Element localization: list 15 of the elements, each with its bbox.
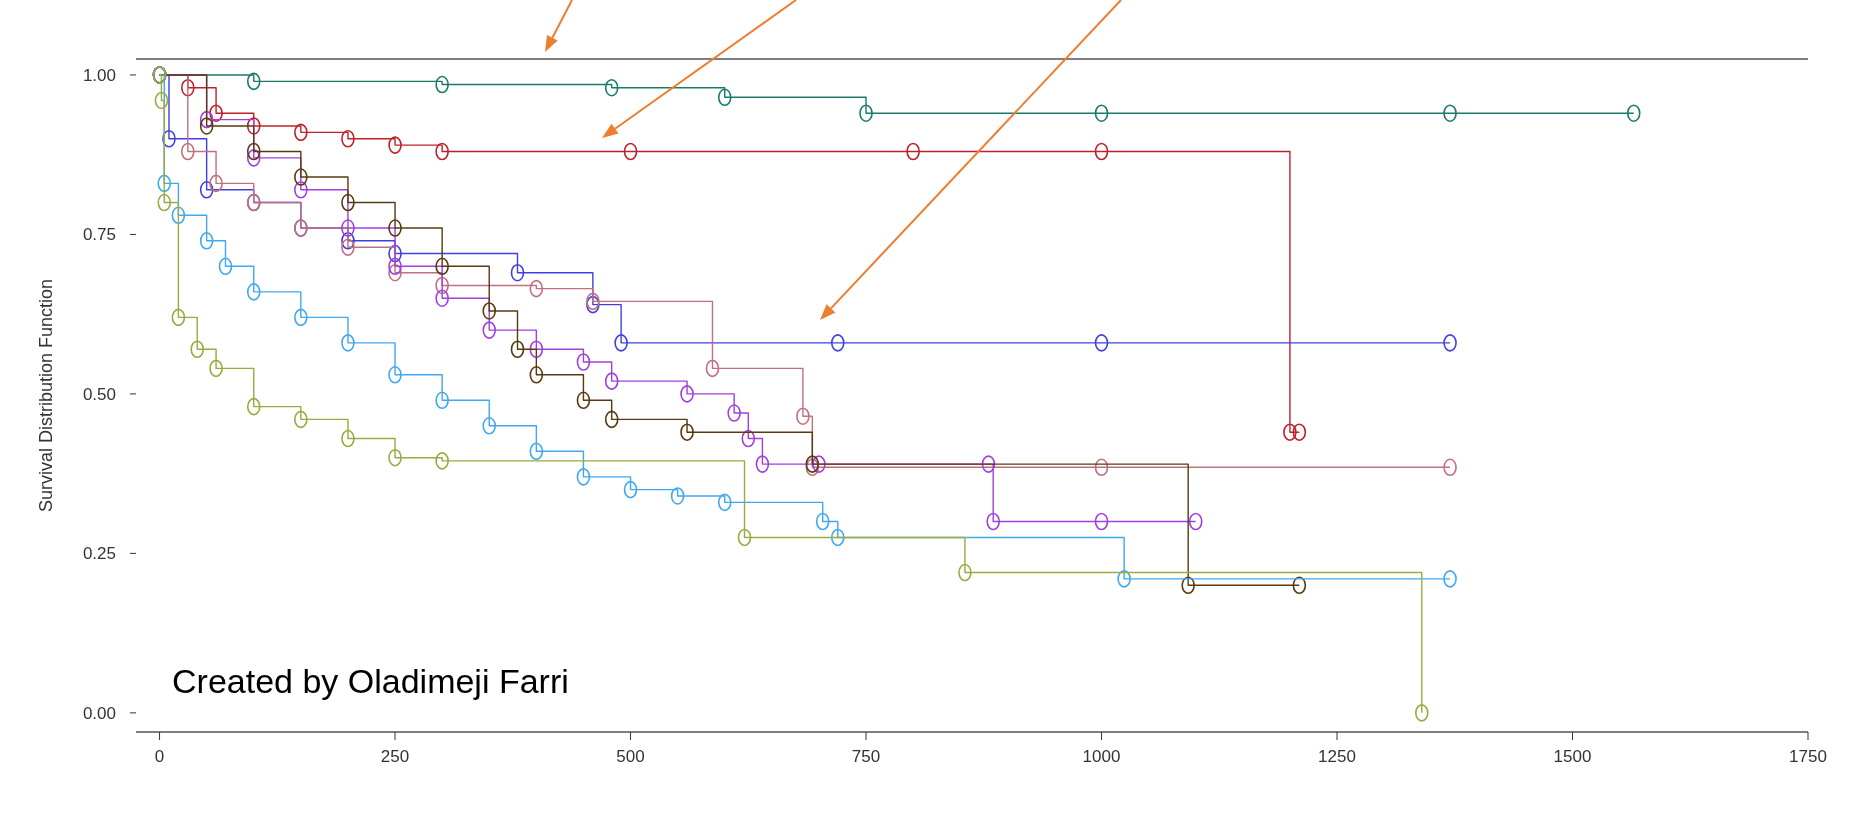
x-tick-label: 1250 [1318, 747, 1356, 766]
x-tick-label: 1750 [1789, 747, 1827, 766]
x-tick-label: 0 [154, 747, 165, 766]
y-tick-label: 0.50 [82, 384, 116, 404]
annotation: Created by Oladimeji Farri [172, 662, 569, 700]
y-tick-label: 1.00 [82, 65, 116, 85]
x-tick-label: 250 [380, 747, 410, 766]
y-tick-label: 0.00 [82, 703, 116, 723]
x-tick-label: 1500 [1553, 747, 1592, 766]
y-axis-title: Survival Distribution Function [36, 278, 56, 513]
x-tick-label: 750 [851, 747, 881, 766]
y-tick-label: 0.25 [82, 544, 116, 564]
x-tick-label: 500 [616, 747, 645, 766]
x-tick-label: 1000 [1082, 747, 1121, 766]
y-tick-label: 0.75 [82, 225, 116, 245]
